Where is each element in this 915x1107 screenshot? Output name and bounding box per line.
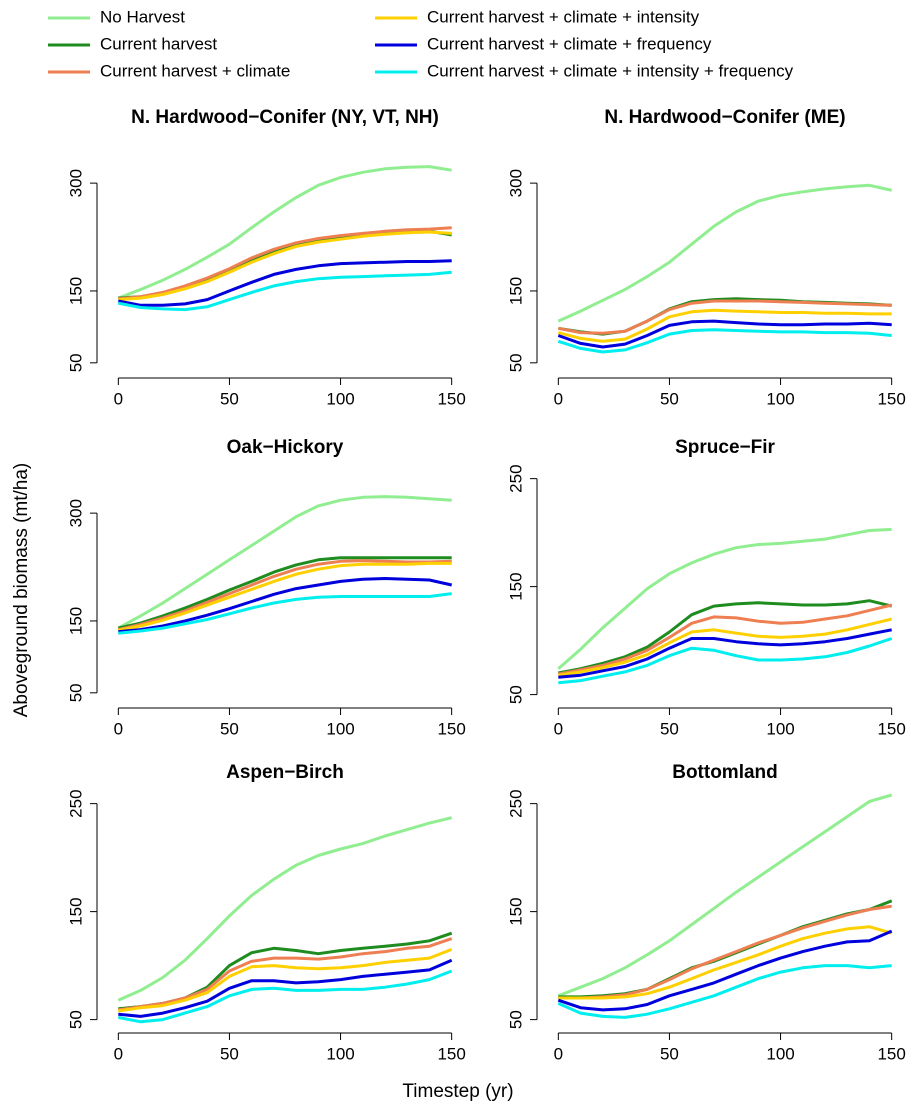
panel-title: Spruce−Fir: [675, 437, 775, 458]
series-line: [557, 793, 893, 998]
series-line: [118, 969, 453, 1024]
series-line: [117, 816, 453, 1002]
series-line: [117, 556, 452, 630]
x-tick-label: 150: [877, 1044, 905, 1063]
series-line: [558, 637, 893, 685]
series-line: [557, 527, 892, 670]
series-line: [558, 925, 893, 1000]
series-line: [558, 904, 892, 1000]
series-line: [118, 592, 452, 635]
y-tick-label: 50: [506, 685, 525, 704]
y-tick-label: 50: [66, 1010, 85, 1029]
series-line: [118, 948, 453, 1013]
x-tick-label: 50: [220, 389, 239, 408]
legend-label: Current harvest + climate: [100, 61, 290, 80]
panel-title: N. Hardwood−Conifer (NY, VT, NH): [131, 107, 439, 128]
y-tick-label: 150: [66, 277, 85, 305]
y-tick-label: 250: [506, 464, 525, 492]
panel-title: N. Hardwood−Conifer (ME): [604, 107, 845, 128]
y-tick-label: 150: [506, 897, 525, 925]
x-tick-label: 100: [766, 719, 794, 738]
y-tick-label: 150: [506, 572, 525, 600]
x-tick-label: 0: [554, 1044, 563, 1063]
x-tick-label: 50: [220, 1044, 239, 1063]
series-line: [117, 165, 452, 300]
y-tick-label: 300: [66, 499, 85, 527]
x-tick-label: 0: [114, 1044, 123, 1063]
series-line: [558, 628, 892, 679]
x-axis-label: Timestep (yr): [402, 1081, 513, 1102]
y-tick-label: 150: [506, 277, 525, 305]
x-tick-label: 50: [660, 389, 679, 408]
x-tick-label: 150: [437, 1044, 465, 1063]
legend-label: No Harvest: [100, 7, 185, 26]
series-line: [558, 599, 893, 675]
series-line: [557, 319, 892, 349]
y-axis-label: Aboveground biomass (mt/ha): [11, 463, 32, 718]
series-line: [118, 230, 452, 302]
y-tick-label: 150: [66, 607, 85, 635]
x-tick-label: 100: [326, 719, 354, 738]
series-line: [558, 299, 892, 335]
x-tick-label: 150: [877, 719, 905, 738]
x-tick-label: 100: [326, 1044, 354, 1063]
legend-label: Current harvest + climate + intensity: [427, 7, 700, 26]
series-line: [118, 229, 452, 300]
y-tick-label: 50: [506, 353, 525, 372]
series-line: [118, 561, 452, 632]
series-line: [118, 259, 452, 307]
series-line: [118, 958, 453, 1018]
x-tick-label: 0: [554, 719, 563, 738]
series-line: [117, 559, 452, 632]
series-line: [118, 226, 452, 301]
panel-title: Aspen−Birch: [226, 762, 344, 783]
x-tick-label: 0: [114, 719, 123, 738]
y-tick-label: 50: [506, 1010, 525, 1029]
y-tick-label: 150: [66, 897, 85, 925]
series-line: [558, 603, 893, 676]
x-tick-label: 150: [437, 389, 465, 408]
y-tick-label: 300: [66, 169, 85, 197]
x-tick-label: 100: [326, 389, 354, 408]
x-tick-label: 50: [220, 719, 239, 738]
x-tick-label: 0: [114, 389, 123, 408]
series-line: [118, 577, 453, 634]
series-line: [557, 308, 892, 343]
panel-title: Oak−Hickory: [227, 437, 344, 458]
y-tick-label: 50: [66, 683, 85, 702]
series-line: [557, 929, 893, 1012]
legend-label: Current harvest + climate + frequency: [427, 34, 712, 53]
x-tick-label: 50: [660, 1044, 679, 1063]
x-tick-label: 100: [766, 389, 794, 408]
legend-label: Current harvest: [100, 34, 217, 53]
y-tick-label: 50: [66, 353, 85, 372]
x-tick-label: 50: [660, 719, 679, 738]
series-line: [118, 931, 453, 1011]
series-line: [557, 964, 892, 1019]
series-line: [558, 617, 893, 677]
series-line: [557, 328, 892, 354]
y-tick-label: 250: [506, 789, 525, 817]
legend-label: Current harvest + climate + intensity + …: [427, 61, 794, 80]
x-tick-label: 0: [554, 389, 563, 408]
series-line: [118, 937, 453, 1012]
x-tick-label: 150: [437, 719, 465, 738]
x-tick-label: 100: [766, 1044, 794, 1063]
series-line: [557, 183, 893, 323]
y-tick-label: 250: [66, 789, 85, 817]
series-line: [117, 495, 452, 630]
x-tick-label: 150: [877, 389, 905, 408]
panel-title: Bottomland: [672, 762, 778, 783]
series-line: [118, 270, 452, 312]
y-tick-label: 300: [506, 169, 525, 197]
